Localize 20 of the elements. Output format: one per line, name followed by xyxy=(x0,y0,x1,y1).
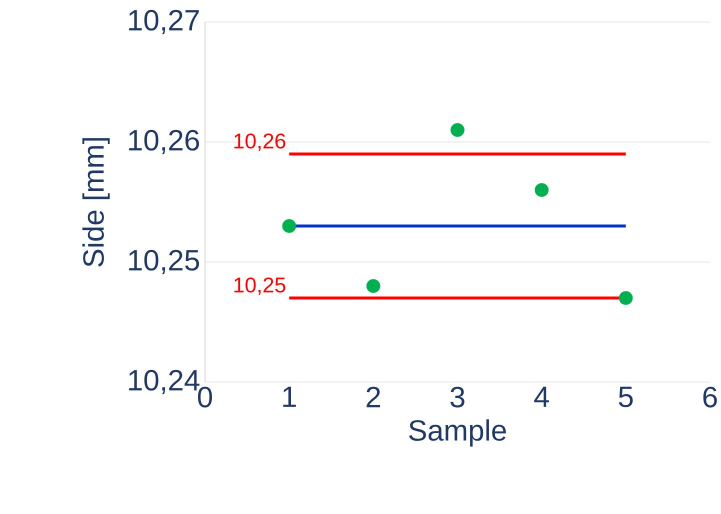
point xyxy=(534,183,549,197)
annotation: 10,25 xyxy=(234,277,286,296)
point xyxy=(282,219,296,233)
y-tick-label: 10,26 xyxy=(129,130,199,154)
y-tick-label: 10,25 xyxy=(129,250,200,274)
point xyxy=(618,291,633,305)
x-tick-label: 4 xyxy=(534,386,549,407)
x-tick-label: 0 xyxy=(198,386,212,408)
y-tick-label: 10,24 xyxy=(129,370,200,394)
x-tick-label: 6 xyxy=(703,386,717,408)
point xyxy=(450,123,464,137)
x-tick-label: 2 xyxy=(366,386,380,408)
x-tick-label: 3 xyxy=(450,386,464,408)
y-tick-label: 10,27 xyxy=(129,10,199,34)
point xyxy=(366,279,380,293)
x-axis-title: Sample xyxy=(409,419,506,447)
x-tick-label: 1 xyxy=(283,386,296,407)
y-axis-title: Side [mm] xyxy=(82,138,110,267)
x-tick-label: 5 xyxy=(618,386,633,408)
annotation: 10,26 xyxy=(234,133,286,152)
